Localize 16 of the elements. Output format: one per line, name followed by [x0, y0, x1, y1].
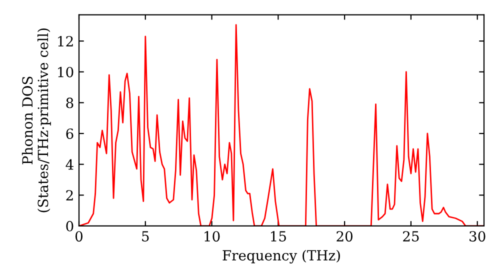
- x-axis-title: Frequency (THz): [222, 250, 340, 264]
- y-tick-label: 6: [66, 128, 74, 139]
- y-tick-label: 8: [66, 98, 74, 108]
- x-tick-label: 15: [271, 231, 286, 242]
- y-tick-label: 10: [58, 66, 74, 78]
- y-tick-label: 12: [58, 36, 73, 46]
- x-tick-label: 10: [204, 231, 220, 242]
- y-axis-title: Phonon DOS (States/THz·primitive cell): [22, 28, 51, 212]
- x-tick-label: 5: [142, 231, 149, 242]
- y-tick-label: 2: [66, 190, 73, 200]
- x-tick-label: 25: [403, 231, 419, 242]
- y-tick-label: 0: [66, 220, 74, 232]
- x-tick-label: 20: [336, 231, 352, 242]
- x-tick-label: 0: [75, 231, 82, 242]
- y-tick-label: 4: [66, 159, 74, 170]
- x-tick-label: 30: [470, 231, 486, 242]
